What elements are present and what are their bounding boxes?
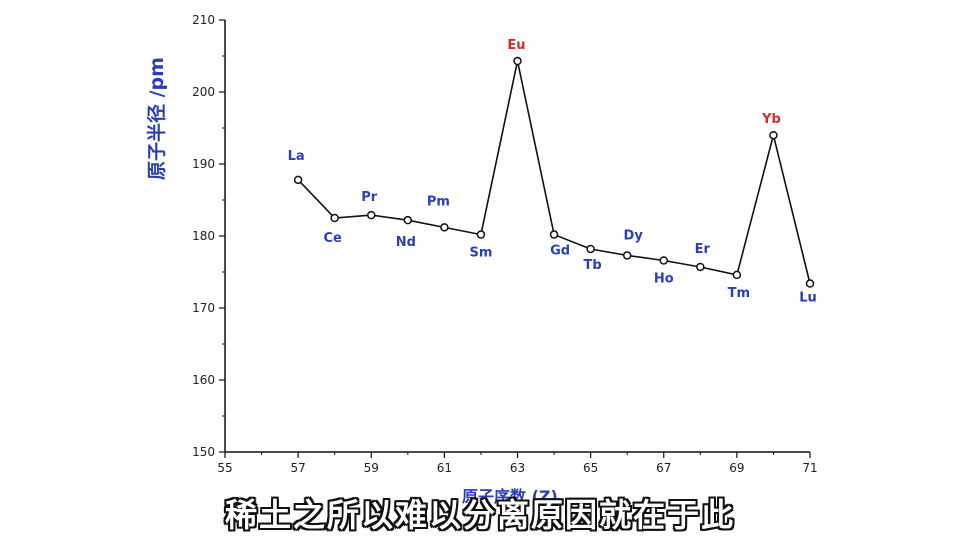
x-tick-label: 71 bbox=[802, 461, 817, 475]
data-point bbox=[513, 56, 522, 66]
data-label: Pm bbox=[427, 194, 450, 209]
data-label: Yb bbox=[761, 112, 781, 127]
x-tick-label: 55 bbox=[217, 461, 232, 475]
y-axis-label: 原子半径 /pm bbox=[146, 57, 168, 180]
data-label: La bbox=[288, 149, 305, 164]
x-axis-label: 原子序数 (Z) bbox=[462, 487, 558, 506]
data-point bbox=[622, 251, 632, 260]
data-label: Lu bbox=[799, 291, 817, 306]
x-tick-label: 69 bbox=[729, 461, 744, 475]
x-tick-label: 61 bbox=[437, 461, 452, 475]
x-tick-label: 59 bbox=[364, 461, 379, 475]
y-tick-label: 210 bbox=[192, 13, 215, 27]
data-label: Tb bbox=[584, 258, 602, 273]
x-tick-label: 57 bbox=[290, 461, 305, 475]
data-point bbox=[732, 270, 742, 280]
data-point bbox=[696, 262, 705, 272]
y-tick-label: 180 bbox=[192, 229, 215, 243]
y-tick-label: 190 bbox=[192, 157, 215, 171]
data-point bbox=[549, 230, 559, 239]
data-label: Ce bbox=[324, 231, 343, 246]
data-point bbox=[659, 256, 668, 265]
data-label: Nd bbox=[396, 235, 416, 250]
y-tick-label: 170 bbox=[192, 301, 215, 315]
data-point bbox=[330, 213, 339, 223]
data-point bbox=[769, 130, 778, 140]
data-label: Sm bbox=[469, 246, 492, 261]
y-tick-label: 160 bbox=[192, 373, 215, 387]
data-label: Er bbox=[695, 242, 711, 257]
data-point bbox=[586, 244, 595, 254]
data-label: Eu bbox=[507, 38, 525, 53]
data-point bbox=[440, 223, 449, 232]
data-point bbox=[403, 215, 413, 225]
data-label: Gd bbox=[550, 244, 570, 259]
data-point bbox=[367, 210, 376, 220]
data-label: Ho bbox=[654, 271, 674, 286]
y-tick-label: 200 bbox=[192, 85, 215, 99]
data-point bbox=[476, 230, 486, 239]
data-point bbox=[805, 279, 815, 288]
video-subtitle: 稀土之所以难以分离原因就在于此 bbox=[224, 496, 735, 534]
x-tick-label: 67 bbox=[656, 461, 671, 475]
data-label: Tm bbox=[728, 286, 750, 301]
data-label: Dy bbox=[624, 228, 644, 243]
x-tick-label: 65 bbox=[583, 461, 598, 475]
x-tick-label: 63 bbox=[510, 461, 525, 475]
data-label: Pr bbox=[361, 190, 378, 205]
data-point bbox=[293, 175, 303, 185]
y-tick-label: 150 bbox=[192, 445, 215, 459]
